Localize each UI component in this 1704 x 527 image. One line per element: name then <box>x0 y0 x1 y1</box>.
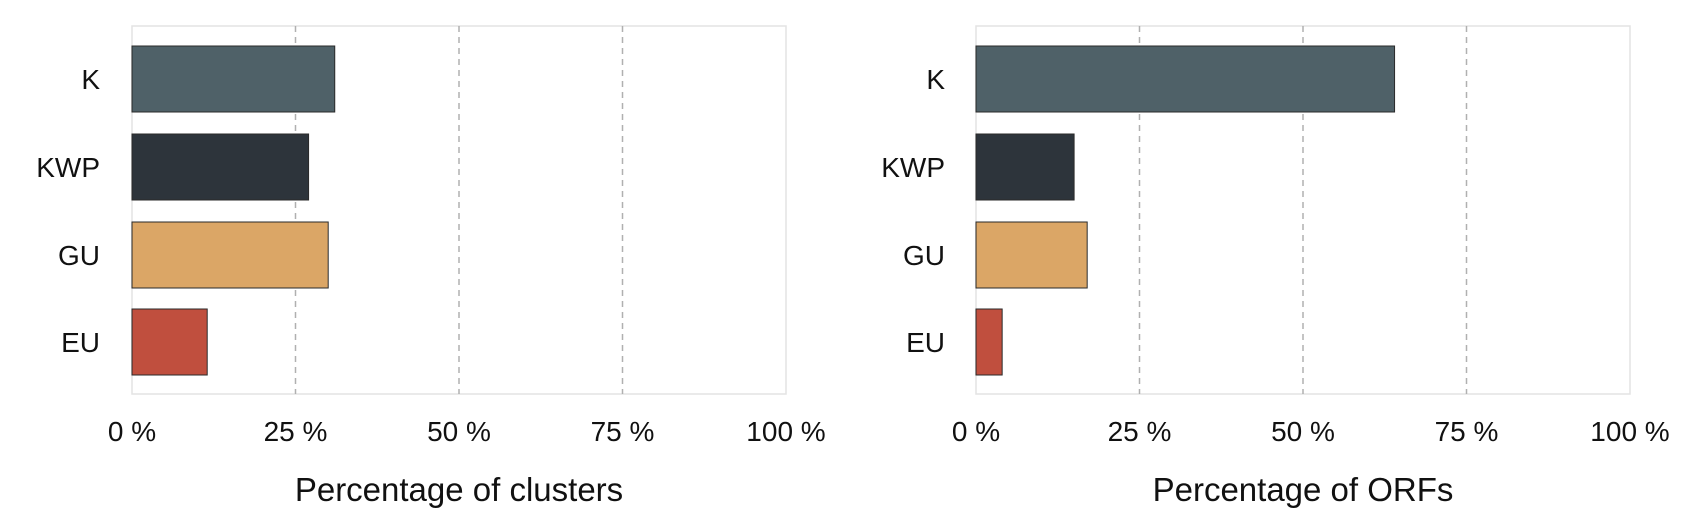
y-category-label: KWP <box>881 152 945 183</box>
bar-k <box>975 45 1396 113</box>
x-tick-label: 75 % <box>591 416 655 447</box>
orfs-panel: 0 % 25 % 50 % 75 % 100 % K KWP GU EU Percentage o… <box>881 25 1670 508</box>
clusters-panel: 0 % 25 % 50 % 75 % 100 % K KWP GU EU Percentage o… <box>36 25 826 508</box>
x-tick-label: 25 % <box>1108 416 1172 447</box>
x-axis-title: Percentage of clusters <box>295 471 623 508</box>
y-category-label: K <box>81 64 100 95</box>
y-category-label: K <box>926 64 945 95</box>
x-tick-label: 0 % <box>108 416 156 447</box>
bar-k <box>131 45 336 113</box>
y-category-label: EU <box>61 327 100 358</box>
x-tick-label: 0 % <box>952 416 1000 447</box>
x-tick-label: 100 % <box>746 416 825 447</box>
y-category-label: GU <box>903 240 945 271</box>
bar-eu <box>975 308 1003 376</box>
bar-eu <box>131 308 208 376</box>
bar-gu <box>975 221 1088 289</box>
y-category-label: KWP <box>36 152 100 183</box>
y-category-label: GU <box>58 240 100 271</box>
bar-kwp <box>131 133 310 201</box>
x-tick-label: 25 % <box>264 416 328 447</box>
x-tick-label: 50 % <box>1271 416 1335 447</box>
bar-gu <box>131 221 329 289</box>
x-tick-label: 100 % <box>1590 416 1669 447</box>
x-tick-label: 75 % <box>1435 416 1499 447</box>
x-axis-title: Percentage of ORFs <box>1153 471 1454 508</box>
y-category-label: EU <box>906 327 945 358</box>
x-tick-label: 50 % <box>427 416 491 447</box>
bar-kwp <box>975 133 1075 201</box>
